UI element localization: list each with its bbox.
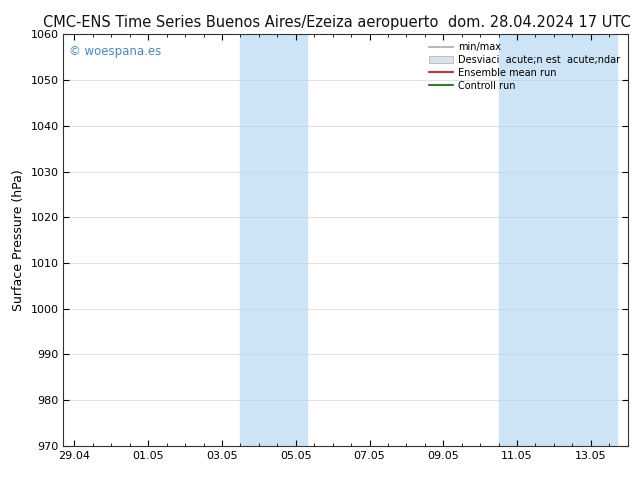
Legend: min/max, Desviaci  acute;n est  acute;ndar, Ensemble mean run, Controll run: min/max, Desviaci acute;n est acute;ndar… — [425, 39, 623, 94]
Bar — [498, 34, 617, 446]
Text: © woespana.es: © woespana.es — [69, 45, 161, 58]
Text: dom. 28.04.2024 17 UTC: dom. 28.04.2024 17 UTC — [448, 15, 631, 30]
Text: CMC-ENS Time Series Buenos Aires/Ezeiza aeropuerto: CMC-ENS Time Series Buenos Aires/Ezeiza … — [43, 15, 439, 30]
Bar — [240, 34, 307, 446]
Y-axis label: Surface Pressure (hPa): Surface Pressure (hPa) — [12, 169, 25, 311]
